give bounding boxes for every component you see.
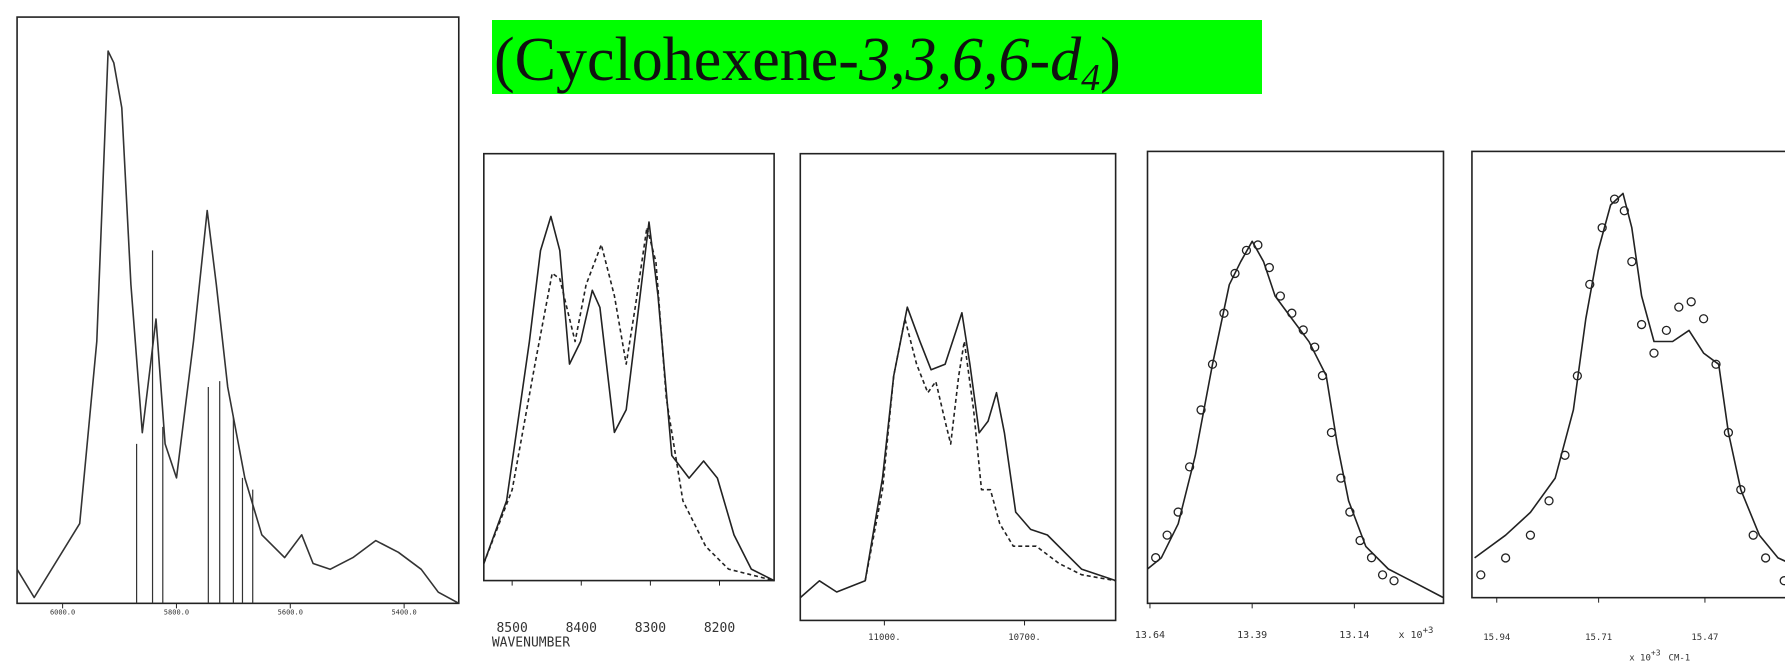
title-suffix: ) <box>1100 26 1121 94</box>
fit-point <box>1253 240 1263 250</box>
fit-point <box>1619 206 1629 216</box>
fit-point <box>1525 530 1536 540</box>
fit-point <box>1264 262 1274 273</box>
title-italic: 3,3,6,6-d <box>858 26 1082 94</box>
fit-point <box>1698 314 1709 324</box>
dashed-spectrum <box>483 226 775 582</box>
x-tick-label: 10700. <box>1008 633 1041 643</box>
fit-point <box>1336 473 1346 483</box>
x-tick-label: 13.64 <box>1135 630 1165 641</box>
plot-frame <box>1471 150 1785 599</box>
fit-point <box>1162 530 1172 540</box>
fit-point <box>1636 319 1647 330</box>
fit-point <box>1355 535 1365 546</box>
title: (Cyclohexene-3,3,6,6-d4) <box>494 26 1121 99</box>
fit-point <box>1326 427 1337 438</box>
fit-point <box>1366 553 1377 563</box>
fit-point <box>1736 485 1746 495</box>
x-tick-label: 11000. <box>868 633 901 643</box>
x-tick-label: 8400 <box>566 621 597 636</box>
plot-frame <box>799 152 1117 622</box>
plot-frame <box>1146 150 1445 605</box>
fit-point <box>1241 245 1252 256</box>
fit-point <box>1389 576 1399 586</box>
spectrum <box>1146 240 1444 599</box>
x-multiplier: x 10+3 <box>1398 626 1433 642</box>
multiplier-base: x 10 <box>1398 630 1422 641</box>
fit-point <box>1711 359 1721 369</box>
x-tick-label: 6000.0 <box>50 608 75 616</box>
fit-point <box>1317 370 1328 381</box>
fit-point <box>1597 223 1607 233</box>
multiplier-exponent: +3 <box>1423 626 1434 636</box>
spectrum <box>483 215 775 582</box>
title-box <box>492 20 1262 94</box>
dashed-spectrum <box>864 318 1117 582</box>
x-tick-label: 13.39 <box>1237 630 1267 641</box>
fit-point <box>1173 507 1183 517</box>
fit-point <box>1196 405 1206 415</box>
x-tick-label: 8300 <box>635 621 666 636</box>
x-tick-label: 15.94 <box>1483 633 1510 643</box>
x-tick-label: 5800.0 <box>164 608 189 616</box>
spectrum <box>16 50 460 605</box>
x-tick-label: 13.14 <box>1339 630 1369 641</box>
x-tick-label: 5600.0 <box>278 608 303 616</box>
fit-point <box>1287 308 1297 318</box>
plot-frame <box>16 16 460 605</box>
fit-point <box>1760 553 1771 563</box>
fit-point <box>1151 553 1161 563</box>
multiplier-base: x 10 <box>1629 653 1651 663</box>
x-tick-label: 5400.0 <box>391 608 416 616</box>
title-prefix: (Cyclohexene- <box>494 26 859 94</box>
x-multiplier: x 10+3 CM-1 <box>1629 648 1690 663</box>
fit-point <box>1585 279 1595 290</box>
fit-point <box>1219 308 1229 318</box>
fit-point <box>1723 427 1734 438</box>
fit-point <box>1184 462 1195 472</box>
spectrum <box>799 306 1117 599</box>
x-tick-label: 8200 <box>704 621 735 636</box>
fit-point <box>1230 268 1240 279</box>
fit-point <box>1476 570 1486 580</box>
fit-point <box>1609 194 1620 204</box>
fit-point <box>1627 256 1637 267</box>
fit-point <box>1661 325 1672 336</box>
title-subscript: 4 <box>1081 57 1100 99</box>
fit-point <box>1649 348 1659 358</box>
x-axis-label: WAVENUMBER <box>492 635 570 650</box>
fit-point <box>1560 450 1570 460</box>
fit-point <box>1686 297 1696 307</box>
fit-point <box>1377 570 1388 580</box>
fit-point <box>1544 496 1554 506</box>
fit-point <box>1345 507 1355 517</box>
fit-point <box>1779 576 1785 586</box>
plot-frame <box>483 152 775 582</box>
fit-point <box>1748 530 1758 540</box>
x-tick-label: 8500 <box>496 621 527 636</box>
fit-point <box>1500 553 1511 563</box>
x-tick-label: 15.47 <box>1691 633 1718 643</box>
fit-point <box>1298 325 1308 335</box>
x-tick-label: 15.71 <box>1585 633 1612 643</box>
fit-point <box>1674 302 1684 312</box>
fit-point <box>1572 371 1583 381</box>
fit-point <box>1310 342 1320 352</box>
x-axis-label: CM-1 <box>1669 653 1691 663</box>
fit-point <box>1207 359 1218 369</box>
multiplier-exponent: +3 <box>1651 648 1661 657</box>
fit-point <box>1275 291 1286 301</box>
